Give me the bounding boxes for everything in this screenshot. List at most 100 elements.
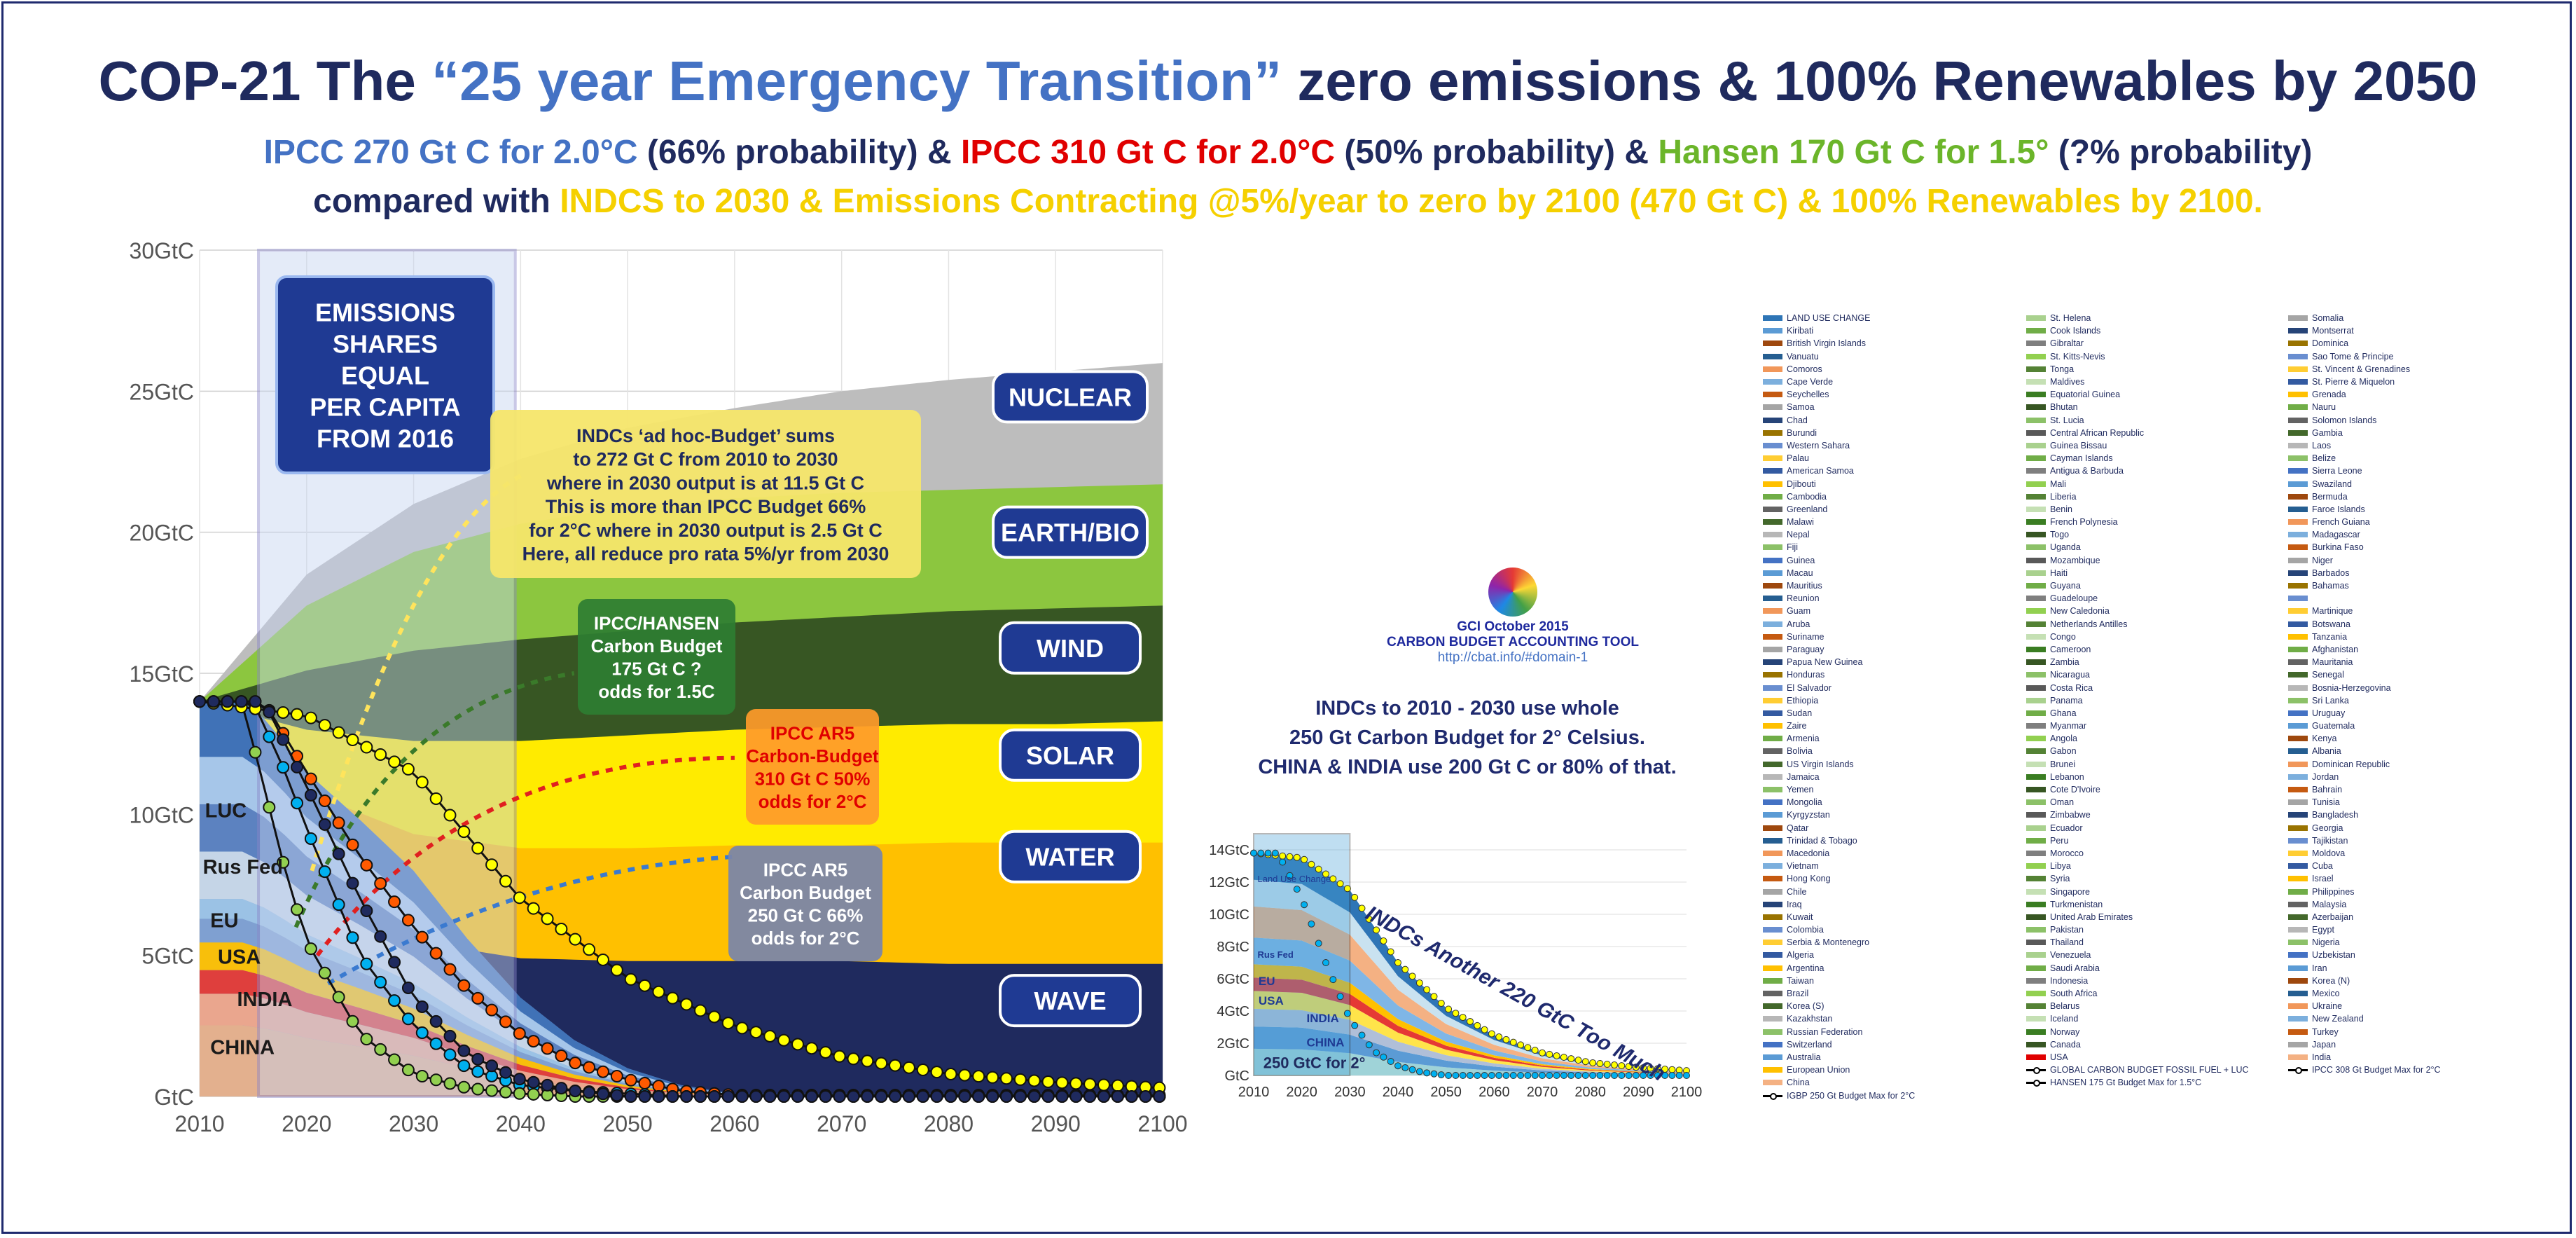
budget-curve-point [1013,1090,1027,1103]
small-curve-point [1445,1005,1453,1013]
budget-curve-point [360,858,373,872]
budget-curve-point [513,1087,526,1100]
legend-label: Libya [2050,861,2071,872]
legend-label: Indonesia [2050,975,2089,986]
small-curve-point [1387,1057,1394,1065]
legend-swatch [2026,850,2046,856]
budget-curve-point [569,933,582,946]
legend-swatch [1763,736,1782,742]
legend-item: Guinea [1763,554,1915,567]
small-emissions-band [1254,1048,1687,1075]
legend-swatch [1763,1016,1782,1022]
legend-label: Guatemala [2312,721,2355,731]
budget-curve-point [443,1029,457,1043]
legend-label: Seychelles [1787,390,1829,400]
legend-item: Bangladesh [2288,809,2441,821]
ar5-310-arc [315,755,735,957]
budget-curve-point [986,1071,999,1084]
legend-swatch [2288,825,2308,831]
budget-curve-point [930,1066,943,1079]
legend-item: Lebanon [2026,771,2249,783]
renewable-label-solar: SOLAR [999,728,1142,782]
budget-curve-point [318,865,331,879]
annotation-line: odds for 1.5C [598,681,714,702]
annotation-line: IPCC/HANSEN [594,613,719,634]
legend-label: Oman [2050,797,2075,808]
legend-swatch [1763,404,1782,411]
y-tick-label: GtC [154,1085,194,1110]
budget-curve-point [346,1015,359,1028]
legend-item: St. Lucia [2026,414,2249,427]
renewable-label-wave: WAVE [999,974,1142,1028]
legend-label: Turkmenistan [2050,899,2103,909]
label-text: NUCLEAR [1009,383,1132,411]
legend-item: Myanmar [2026,720,2249,732]
annotation-box [578,599,735,715]
legend-swatch [1763,1092,1782,1100]
budget-curve-point [624,1090,637,1103]
legend-swatch [2026,977,2046,984]
budget-curve-point [415,776,429,789]
gci-tool: CARBON BUDGET ACCOUNTING TOOL [1387,635,1639,649]
legend-label: Venezuela [2050,950,2091,961]
legend-item: Egypt [2288,923,2441,936]
budget-curve-point [694,1004,707,1017]
legend-swatch [2288,468,2308,474]
budget-curve-point [443,809,457,822]
legend-label: Angola [2050,734,2077,744]
small-emissions-band [1254,991,1687,1074]
budget-curve-point [638,1076,651,1089]
budget-curve-point [1041,1090,1055,1103]
budget-curve-point [1111,1090,1124,1103]
small-curve-point [1279,852,1287,860]
legend-swatch [2288,748,2308,755]
legend-label: Niger [2312,555,2333,565]
legend-label: GLOBAL CARBON BUDGET FOSSIL FUEL + LUC [2050,1065,2249,1075]
small-curve-point [1531,1072,1539,1079]
legend-item: Djibouti [1763,477,1915,490]
legend-label: Costa Rica [2050,682,2093,693]
budget-curve-point [249,745,262,759]
legend-item: Russian Federation [1763,1026,1915,1038]
legend-item: Cayman Islands [2026,452,2249,465]
legend-item: Niger [2288,554,2441,567]
legend-item: Ghana [2026,707,2249,720]
legend-swatch [2026,748,2046,755]
small-curve-point [1322,959,1329,966]
budget-curve-point [471,841,485,855]
budget-curve-point [721,1017,735,1030]
legend-label: LAND USE CHANGE [1787,313,1871,324]
small-curve-point [1387,948,1394,956]
legend-label: Afghanistan [2312,644,2359,654]
legend-item: Guinea Bissau [2026,439,2249,452]
legend-item: Malawi [1763,516,1915,528]
legend-swatch [1763,608,1782,614]
legend-label: Guadeloupe [2050,593,2098,604]
legend-label: Mauritius [1787,581,1822,591]
legend-label: Jordan [2312,771,2339,782]
legend-swatch [2026,736,2046,742]
gci-url[interactable]: http://cbat.info/#domain-1 [1437,650,1588,665]
legend-label: Mauritania [2312,657,2353,668]
small-inner-label: USA [1259,994,1284,1007]
legend-item: Switzerland [1763,1038,1915,1051]
country-label: LUC [205,799,247,822]
legend-swatch [2026,468,2046,474]
legend-item: Western Sahara [1763,439,1915,452]
budget-curve-point [791,1038,805,1051]
legend-item: Togo [2026,528,2249,541]
legend-label: Bosnia-Herzegovina [2312,682,2391,693]
budget-curve-point [401,981,415,994]
budget-curve-point [471,1052,485,1066]
legend-label: Chile [1787,886,1807,897]
small-curve-point [1524,1044,1532,1052]
budget-curve-point [499,1015,512,1029]
legend-swatch [2288,596,2308,602]
small-curve-point [1509,1072,1517,1079]
budget-curve-point [624,972,637,986]
legend-label: French Polynesia [2050,517,2118,528]
annotation-box [728,846,882,961]
